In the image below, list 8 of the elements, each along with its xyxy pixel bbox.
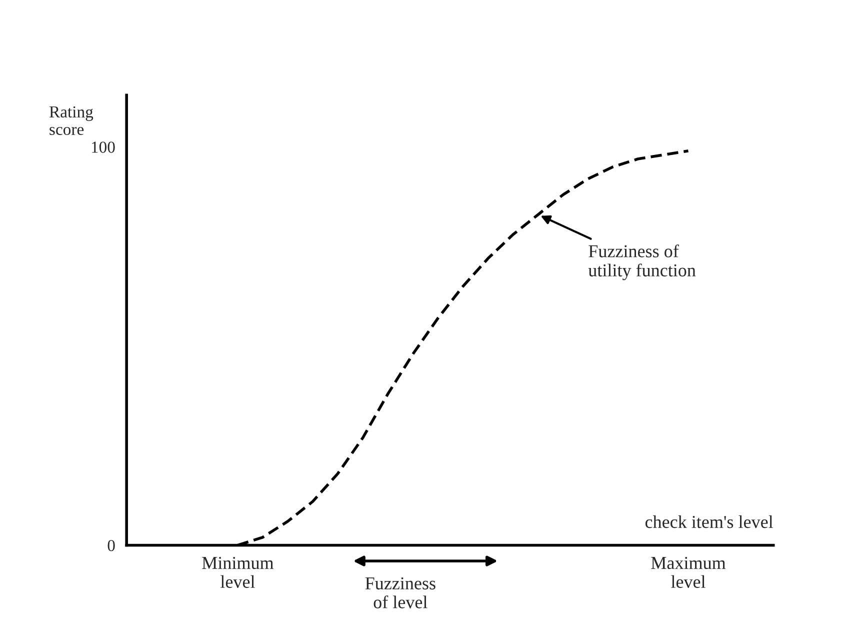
annotation: Fuzziness of utility function [588, 244, 696, 280]
y-axis-title: Rating score [49, 106, 94, 135]
x-axis-title: check item's level [645, 515, 773, 528]
text: Fuzziness of level [365, 577, 436, 608]
y-tick-label: 0 [108, 540, 115, 552]
x-tick-label: Minimum level [202, 556, 274, 588]
y-tick-label: 100 [92, 142, 115, 153]
x-tick-label: Maximum level [651, 556, 726, 588]
